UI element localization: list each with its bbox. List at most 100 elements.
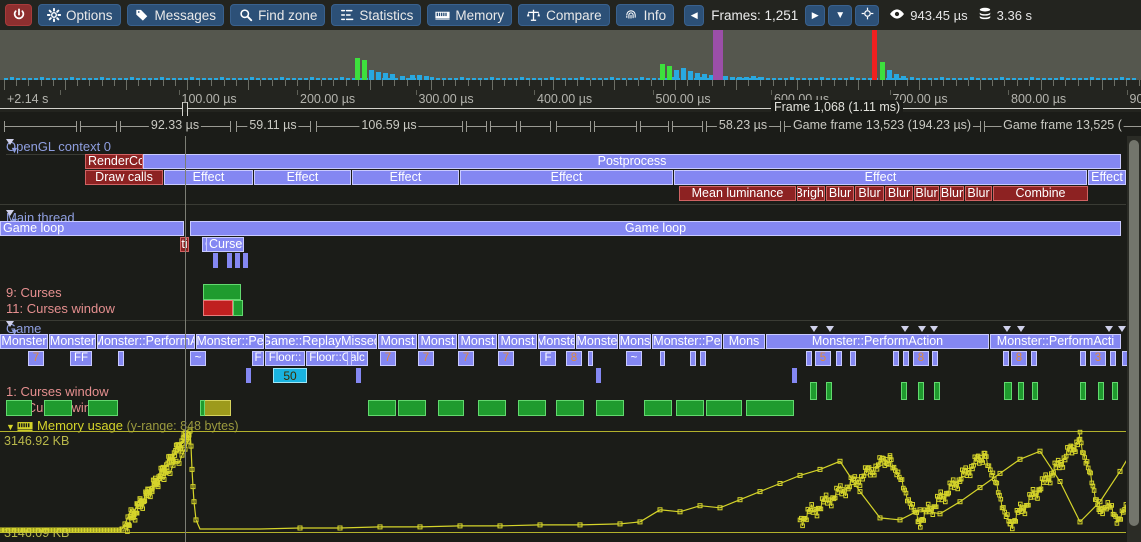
- frame-bar[interactable]: [952, 78, 956, 80]
- timeline-zone[interactable]: Monster::PerformAction: [766, 334, 989, 349]
- timeline-zone-tick[interactable]: [246, 368, 251, 383]
- timeline-zone-tick[interactable]: [792, 368, 797, 383]
- frame-bar[interactable]: [562, 78, 566, 80]
- timeline-zone[interactable]: Blur: [826, 186, 854, 201]
- lock-block[interactable]: [478, 400, 506, 416]
- frame-bar[interactable]: [46, 78, 50, 80]
- frame-bar[interactable]: [604, 78, 608, 80]
- frame-bar[interactable]: [646, 78, 650, 80]
- timeline-zone[interactable]: [347, 351, 352, 366]
- frame-bar[interactable]: [1102, 78, 1106, 80]
- frame-bar[interactable]: [988, 78, 992, 80]
- frame-bar[interactable]: [970, 77, 974, 80]
- timeline-zone[interactable]: 7: [458, 351, 474, 366]
- frame-bar[interactable]: [355, 58, 360, 80]
- frame-bar[interactable]: [556, 78, 560, 80]
- lock-block[interactable]: [44, 400, 72, 416]
- lock-block[interactable]: [644, 400, 672, 416]
- group-header-game[interactable]: ▼ Game: [6, 321, 41, 337]
- frame-bar[interactable]: [466, 78, 470, 80]
- frame-bar[interactable]: [490, 77, 494, 80]
- timeline-zone[interactable]: 50: [273, 368, 307, 383]
- frame-bar[interactable]: [1000, 77, 1004, 80]
- frame-bar[interactable]: [286, 78, 290, 80]
- timeline-zone-tick[interactable]: [596, 368, 601, 383]
- frame-bar[interactable]: [298, 78, 302, 80]
- frame-bar[interactable]: [1042, 78, 1046, 80]
- frame-bar[interactable]: [166, 78, 170, 80]
- frame-bar[interactable]: [238, 78, 242, 80]
- frame-bar[interactable]: [784, 78, 788, 80]
- frame-bar[interactable]: [202, 78, 206, 80]
- frame-bar[interactable]: [1072, 78, 1076, 80]
- timeline-zone[interactable]: 7: [498, 351, 514, 366]
- frame-bar[interactable]: [660, 64, 665, 80]
- frame-segment[interactable]: [80, 126, 116, 127]
- frame-bar[interactable]: [934, 78, 938, 80]
- frame-bar[interactable]: [1060, 77, 1064, 80]
- frame-bar[interactable]: [880, 62, 885, 80]
- frame-bar[interactable]: [52, 78, 56, 80]
- timeline-zone[interactable]: Floor::Calc: [306, 351, 368, 366]
- lock-11-curses-window[interactable]: 11: Curses window: [6, 301, 115, 316]
- frame-bar[interactable]: [220, 77, 224, 80]
- timeline-zone[interactable]: Mean luminance: [679, 186, 796, 201]
- frame-bar[interactable]: [1054, 78, 1058, 80]
- timeline-zone[interactable]: Effect: [1088, 170, 1126, 185]
- timeline-zone[interactable]: Monster: [0, 334, 48, 349]
- frame-bar[interactable]: [424, 76, 429, 80]
- frame-bar[interactable]: [226, 78, 230, 80]
- timeline-zone[interactable]: [700, 351, 706, 366]
- frame-bar[interactable]: [610, 77, 614, 80]
- info-button[interactable]: Info: [615, 4, 675, 26]
- timeline-zone-tick[interactable]: [213, 253, 218, 268]
- lock-block[interactable]: [676, 400, 704, 416]
- timeline-scrollbar-thumb[interactable]: [1129, 140, 1139, 526]
- frame-bar[interactable]: [394, 78, 398, 80]
- timeline-zone[interactable]: [660, 351, 665, 366]
- frame-bar[interactable]: [508, 78, 512, 80]
- timeline-zone[interactable]: Monster::Pe: [652, 334, 722, 349]
- frame-segment[interactable]: [520, 126, 550, 127]
- frame-bar[interactable]: [758, 77, 763, 80]
- frame-bar[interactable]: [640, 77, 644, 80]
- frame-bar[interactable]: [664, 78, 668, 80]
- timeline-zone[interactable]: [1080, 351, 1086, 366]
- lock-block[interactable]: [706, 400, 742, 416]
- frame-bar-slow[interactable]: [872, 30, 877, 80]
- frame-segment[interactable]: [594, 126, 636, 127]
- frame-bar[interactable]: [850, 77, 854, 80]
- frame-bar[interactable]: [1096, 78, 1100, 80]
- timeline-zone[interactable]: Effect: [460, 170, 673, 185]
- frame-bar[interactable]: [598, 78, 602, 80]
- timeline-zone[interactable]: Curses: [206, 237, 244, 252]
- frame-bar[interactable]: [901, 76, 906, 80]
- lock-block[interactable]: [556, 400, 584, 416]
- frame-bar[interactable]: [1114, 78, 1118, 80]
- frame-bar[interactable]: [802, 78, 806, 80]
- frame-bar[interactable]: [82, 78, 86, 80]
- frame-bar[interactable]: [532, 78, 536, 80]
- frame-bar[interactable]: [904, 78, 908, 80]
- frame-bar[interactable]: [580, 77, 584, 80]
- lock-marker[interactable]: [810, 382, 817, 400]
- timeline-zone[interactable]: 8: [1011, 351, 1027, 366]
- timeline-zone[interactable]: ti: [180, 237, 189, 252]
- timeline-zone[interactable]: 5: [815, 351, 831, 366]
- frame-bar[interactable]: [634, 78, 638, 80]
- frame-bar[interactable]: [898, 78, 902, 80]
- frame-bar[interactable]: [340, 77, 344, 80]
- lock-block[interactable]: [203, 284, 241, 300]
- frame-bar[interactable]: [244, 78, 248, 80]
- frame-bar[interactable]: [778, 78, 782, 80]
- lock-marker[interactable]: [1080, 382, 1086, 400]
- frame-bar[interactable]: [916, 78, 920, 80]
- lock-marker[interactable]: [826, 382, 832, 400]
- frame-bar[interactable]: [369, 70, 374, 80]
- lock-marker[interactable]: [901, 382, 907, 400]
- frame-bar[interactable]: [1090, 77, 1094, 80]
- timeline-zone[interactable]: F: [540, 351, 556, 366]
- timeline-scrollbar[interactable]: [1127, 136, 1141, 542]
- frame-bar[interactable]: [544, 78, 548, 80]
- timeline-zone[interactable]: Game::ReplayMissed: [265, 334, 377, 349]
